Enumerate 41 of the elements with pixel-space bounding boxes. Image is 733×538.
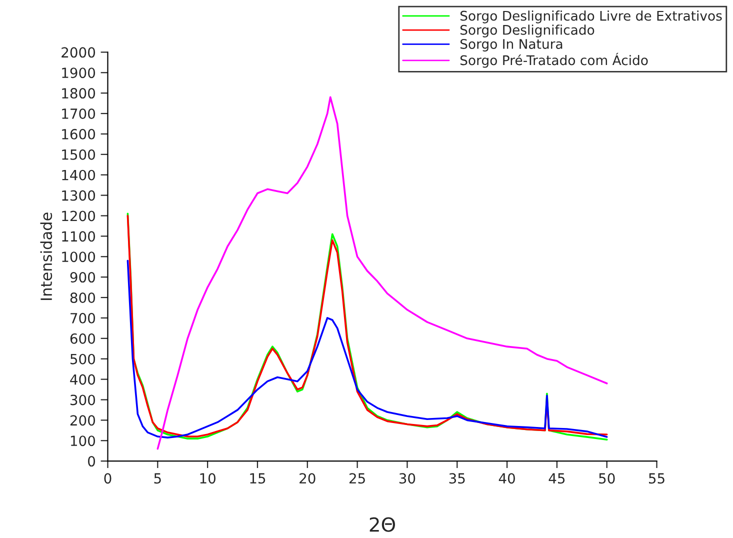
x-tick-label: 25 xyxy=(349,473,365,484)
y-tick-label: 600 xyxy=(70,333,96,344)
x-tick-label: 50 xyxy=(599,473,615,484)
y-tick-label: 1200 xyxy=(62,210,96,222)
y-axis-title: Intensidade xyxy=(40,212,52,300)
y-tick-label: 400 xyxy=(70,374,96,385)
y-tick-label: 0 xyxy=(88,456,96,467)
legend-label: Sorgo Deslignificado xyxy=(460,24,594,38)
x-tick-label: 20 xyxy=(300,473,316,484)
x-tick-label: 0 xyxy=(104,473,112,484)
y-tick-label: 900 xyxy=(70,272,96,283)
x-tick-label: 10 xyxy=(200,473,216,484)
y-tick-label: 500 xyxy=(70,354,96,364)
y-tick-label: 100 xyxy=(70,436,96,446)
x-tick-label: 45 xyxy=(548,473,565,484)
y-tick-label: 1700 xyxy=(62,108,96,119)
x-tick-label: 40 xyxy=(498,473,515,484)
y-tick-label: 200 xyxy=(70,415,96,426)
y-tick-label: 1600 xyxy=(62,128,96,140)
y-tick-label: 1100 xyxy=(62,231,96,242)
y-tick-label: 700 xyxy=(70,312,96,324)
legend-label: Sorgo In Natura xyxy=(460,38,562,52)
line-series xyxy=(126,260,608,438)
x-tick-label: 5 xyxy=(154,473,161,484)
x-tick-label: 15 xyxy=(250,473,266,484)
y-tick-label: 300 xyxy=(70,394,96,406)
x-tick-label: 35 xyxy=(449,473,465,484)
x-axis-title: 2Θ xyxy=(370,517,396,532)
y-tick-label: 1300 xyxy=(62,190,96,201)
line-series xyxy=(156,96,608,450)
x-tick-label: 55 xyxy=(649,473,664,484)
y-tick-label: 1400 xyxy=(62,170,96,180)
y-tick-label: 1900 xyxy=(62,68,96,78)
legend-label: Sorgo Pré-Tratado com Ácido xyxy=(460,52,648,68)
y-tick-label: 1800 xyxy=(62,88,96,99)
y-tick-label: 2000 xyxy=(62,47,96,58)
x-tick-label: 30 xyxy=(399,473,416,484)
legend-label: Sorgo Deslignificado Livre de Extrativos xyxy=(460,10,722,24)
y-tick-label: 1000 xyxy=(62,252,96,262)
y-tick-label: 800 xyxy=(70,292,96,303)
y-tick-label: 1500 xyxy=(62,149,96,160)
